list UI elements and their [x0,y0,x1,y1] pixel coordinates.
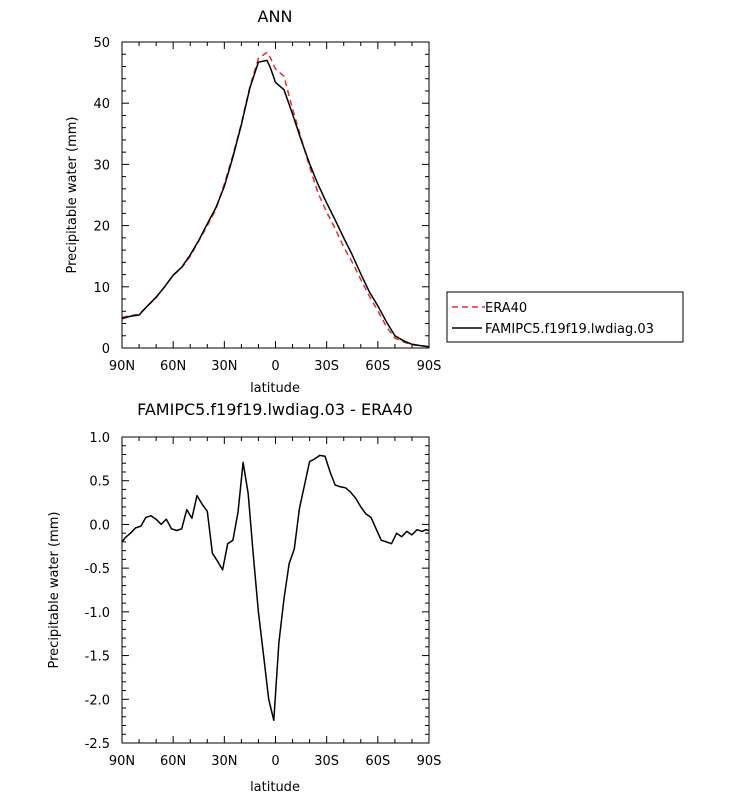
plot-frame [121,436,430,744]
tick-marks [121,436,430,744]
y-tick-label: -1.5 [85,650,110,665]
x-axis-title: latitude [250,780,300,795]
series-line-era40 [121,51,430,348]
series-lines [121,454,430,722]
x-tick-label: 60N [160,754,186,769]
x-tick-label: 90S [417,754,442,769]
x-tick-label: 30S [314,754,339,769]
legend-box [446,291,684,343]
x-tick-label: 0 [271,359,279,374]
chart-title: ANN [258,7,293,26]
tick-labels: 90N 60N 30N 0 30S 60S 90S -2.5 -2.0 -1.5 -1.0 -0.5 0… [85,431,442,769]
x-tick-label: 90N [109,359,135,374]
y-tick-label: 0 [102,342,110,357]
x-axis-title: latitude [250,381,300,396]
y-tick-label: 0.0 [89,518,110,533]
x-tick-label: 30S [314,359,339,374]
x-tick-label: 60S [365,359,390,374]
y-tick-label: 30 [93,158,110,173]
difference-line [121,454,430,722]
x-tick-label: 90N [109,754,135,769]
series-line-famipc5-f19f19-lwdiag-03 [121,59,430,348]
legend: ERA40 FAMIPC5.f19f19.lwdiag.03 [446,291,684,343]
y-tick-label: -1.0 [85,606,110,621]
y-axis-title: Precipitable water (mm) [47,512,62,669]
y-tick-label: 10 [93,281,110,296]
x-tick-label: 90S [417,359,442,374]
y-tick-label: 50 [93,36,110,51]
mean-precipitable-water-panel: ANN Precipitable water (mm) latitude 90N… [65,7,441,396]
series-lines [121,51,430,348]
chart-title: FAMIPC5.f19f19.lwdiag.03 - ERA40 [137,400,413,419]
y-tick-label: 0.5 [89,475,110,490]
x-tick-label: 0 [271,754,279,769]
difference-panel: FAMIPC5.f19f19.lwdiag.03 - ERA40 Precipi… [47,400,441,795]
tick-marks [121,41,430,349]
x-tick-label: 30N [211,754,237,769]
y-tick-label: -0.5 [85,562,110,577]
y-axis-title: Precipitable water (mm) [65,117,80,274]
legend-label-model: FAMIPC5.f19f19.lwdiag.03 [485,322,654,337]
tick-labels: 90N 60N 30N 0 30S 60S 90S 0 10 20 30 40 50 [93,36,441,374]
y-tick-label: 40 [93,97,110,112]
plot-frame [121,41,430,349]
y-tick-label: -2.0 [85,693,110,708]
x-tick-label: 60N [160,359,186,374]
y-tick-label: 20 [93,220,110,235]
x-tick-label: 60S [365,754,390,769]
legend-label-era40: ERA40 [485,301,527,316]
x-tick-label: 30N [211,359,237,374]
y-tick-label: 1.0 [89,431,110,446]
y-tick-label: -2.5 [85,737,110,752]
